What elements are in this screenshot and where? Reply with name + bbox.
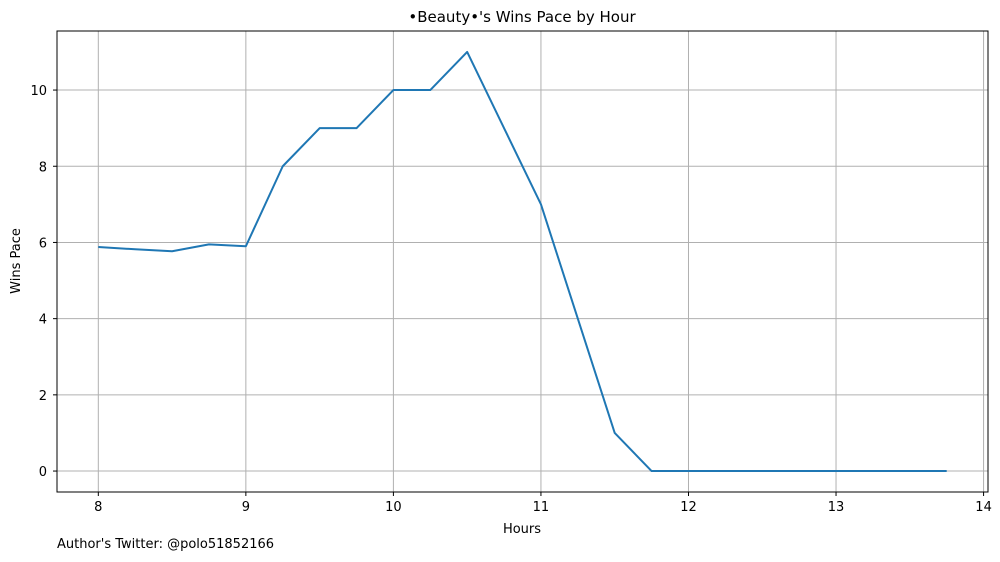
y-tick-label: 2 (39, 389, 47, 404)
chart-title: •Beauty•'s Wins Pace by Hour (408, 8, 636, 26)
y-tick-label: 6 (39, 236, 47, 251)
y-tick-label: 4 (39, 313, 47, 328)
x-tick-label: 12 (680, 500, 697, 515)
x-tick-label: 11 (533, 500, 550, 515)
y-tick-label: 0 (39, 465, 47, 480)
series-line (98, 50, 947, 473)
x-tick-label: 9 (242, 500, 250, 515)
y-axis-label: Wins Pace (9, 228, 24, 294)
x-axis-label: Hours (503, 522, 541, 537)
plot-frame (56, 30, 989, 493)
y-tick-label: 10 (30, 84, 47, 99)
x-tick-label: 14 (975, 500, 992, 515)
x-tick-label: 13 (828, 500, 845, 515)
series-line-group (98, 50, 947, 473)
x-tick-label: 10 (385, 500, 402, 515)
x-tick-label: 8 (94, 500, 102, 515)
author-credit: Author's Twitter: @polo51852166 (57, 537, 275, 552)
grid (57, 31, 988, 492)
ticks: 8 9 10 11 12 13 14 0 2 4 6 8 10 (30, 84, 991, 515)
y-tick-label: 8 (39, 160, 47, 175)
